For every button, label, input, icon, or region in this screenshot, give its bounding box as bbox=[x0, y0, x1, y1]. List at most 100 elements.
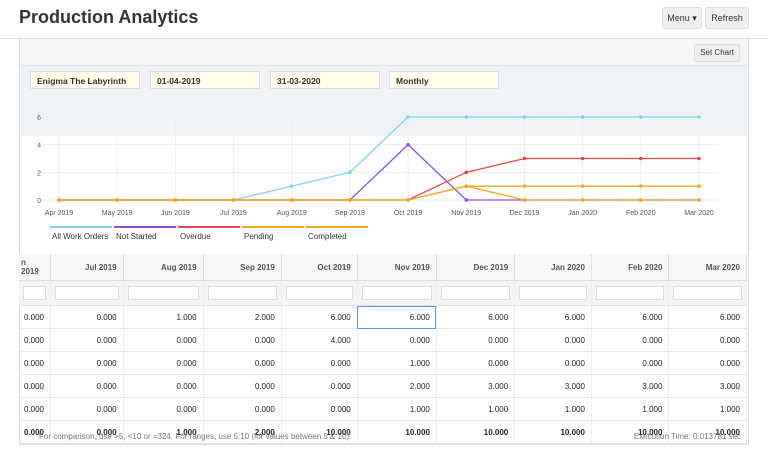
table-cell[interactable]: 1.000 bbox=[123, 420, 204, 444]
column-filter-input[interactable] bbox=[55, 286, 119, 300]
table-cell[interactable]: 2.000 bbox=[203, 305, 282, 329]
table-cell[interactable]: 0.000 bbox=[203, 397, 282, 421]
table-row: 0.000 0.000 0.000 0.000 0.000 1.000 1.000 1.000… bbox=[19, 397, 747, 421]
table-cell[interactable]: 1.000 bbox=[436, 397, 516, 421]
column-filter-input[interactable] bbox=[127, 286, 199, 300]
table-cell[interactable]: 0.000 bbox=[50, 305, 124, 329]
table-cell[interactable]: 10.000 bbox=[357, 420, 437, 444]
legend-item-pending[interactable]: Pending bbox=[244, 232, 274, 241]
table-cell[interactable]: 10.000 bbox=[436, 420, 516, 444]
range-filter[interactable]: Monthly bbox=[389, 71, 499, 89]
x-tick-label: Jul 2019 bbox=[220, 210, 247, 217]
table-cell[interactable]: 3.000 bbox=[436, 374, 516, 398]
table-cell[interactable]: 1.000 bbox=[357, 397, 437, 421]
table-cell[interactable]: 10.000 bbox=[591, 420, 670, 444]
table-cell[interactable]: 0.000 bbox=[203, 328, 282, 352]
table-cell[interactable]: 3.000 bbox=[668, 374, 747, 398]
column-filter-input[interactable] bbox=[23, 286, 46, 300]
item-filter[interactable]: Enigma The Labyrinth bbox=[30, 71, 140, 89]
x-tick-label: Jan 2020 bbox=[568, 210, 597, 217]
legend-item-all[interactable]: All Work Orders bbox=[52, 232, 109, 241]
column-filter-input[interactable] bbox=[519, 286, 587, 300]
column-filter-input[interactable] bbox=[673, 286, 742, 300]
table-cell[interactable]: 1.000 bbox=[357, 351, 437, 375]
filter-hint: For comparison, use >5, <10 or =324. For… bbox=[39, 432, 352, 441]
table-cell[interactable]: 0.000 bbox=[19, 420, 51, 444]
table-cell[interactable]: 0.000 bbox=[281, 397, 358, 421]
table-cell[interactable]: 0.000 bbox=[50, 374, 124, 398]
column-header[interactable]: Aug 2019 bbox=[123, 254, 204, 281]
table-cell[interactable]: 0.000 bbox=[123, 328, 204, 352]
set-chart-button[interactable]: Set Chart bbox=[694, 44, 740, 62]
table-cell[interactable]: 0.000 bbox=[514, 328, 592, 352]
table-cell[interactable]: 0.000 bbox=[203, 351, 282, 375]
table-cell[interactable]: 10.000 bbox=[668, 420, 747, 444]
table-cell[interactable]: 0.000 bbox=[514, 351, 592, 375]
table-cell[interactable]: 3.000 bbox=[514, 374, 592, 398]
table-cell[interactable]: 0.000 bbox=[50, 351, 124, 375]
table-cell[interactable]: 2.000 bbox=[203, 420, 282, 444]
table-cell[interactable]: 0.000 bbox=[123, 351, 204, 375]
menu-button[interactable]: Menu ▾ bbox=[662, 7, 702, 29]
table-cell[interactable]: 0.000 bbox=[123, 374, 204, 398]
table-cell[interactable]: 1.000 bbox=[514, 397, 592, 421]
table-cell[interactable]: 0.000 bbox=[50, 420, 124, 444]
column-header[interactable]: Nov 2019 bbox=[357, 254, 437, 281]
table-cell[interactable]: 6.000 bbox=[281, 305, 358, 329]
table-cell[interactable]: 10.000 bbox=[281, 420, 358, 444]
legend-item-completed[interactable]: Completed bbox=[308, 232, 347, 241]
table-cell[interactable]: 0.000 bbox=[436, 328, 516, 352]
to-date-filter[interactable]: 31-03-2020 bbox=[270, 71, 380, 89]
column-filter-input[interactable] bbox=[285, 286, 353, 300]
table-cell[interactable]: 1.000 bbox=[123, 305, 204, 329]
column-header[interactable]: Oct 2019 bbox=[281, 254, 358, 281]
legend-item-overdue[interactable]: Overdue bbox=[180, 232, 211, 241]
from-date-filter[interactable]: 01-04-2019 bbox=[150, 71, 260, 89]
table-cell[interactable]: 0.000 bbox=[123, 397, 204, 421]
data-point bbox=[464, 198, 469, 202]
table-cell[interactable]: 6.000 bbox=[514, 305, 592, 329]
y-tick-label: 4 bbox=[37, 143, 41, 150]
data-point bbox=[289, 198, 294, 202]
table-cell[interactable]: 0.000 bbox=[19, 351, 51, 375]
table-cell[interactable]: 1.000 bbox=[668, 397, 747, 421]
table-cell[interactable]: 0.000 bbox=[436, 351, 516, 375]
refresh-button[interactable]: Refresh bbox=[705, 7, 749, 29]
table-cell[interactable]: 0.000 bbox=[19, 374, 51, 398]
table-cell[interactable]: 2.000 bbox=[357, 374, 437, 398]
table-cell[interactable]: 0.000 bbox=[19, 328, 51, 352]
table-cell[interactable]: 0.000 bbox=[357, 328, 437, 352]
column-header[interactable]: Feb 2020 bbox=[591, 254, 670, 281]
table-cell[interactable]: 0.000 bbox=[591, 351, 670, 375]
column-header[interactable]: Mar 2020 bbox=[668, 254, 747, 281]
table-cell[interactable]: 0.000 bbox=[50, 397, 124, 421]
table-cell[interactable]: 10.000 bbox=[514, 420, 592, 444]
column-filter-input[interactable] bbox=[361, 286, 432, 300]
table-cell[interactable]: 0.000 bbox=[281, 351, 358, 375]
column-filter-input[interactable] bbox=[207, 286, 277, 300]
table-cell[interactable]: 0.000 bbox=[591, 328, 670, 352]
filter-bar: Enigma The Labyrinth 01-04-2019 31-03-20… bbox=[20, 66, 748, 136]
table-cell[interactable]: 4.000 bbox=[281, 328, 358, 352]
table-cell[interactable]: 1.000 bbox=[591, 397, 670, 421]
column-header[interactable]: n 2019 bbox=[19, 254, 51, 281]
table-cell[interactable]: 3.000 bbox=[591, 374, 670, 398]
table-cell[interactable]: 6.000 bbox=[436, 305, 516, 329]
table-cell[interactable]: 0.000 bbox=[668, 351, 747, 375]
table-cell[interactable]: 6.000 bbox=[591, 305, 670, 329]
column-header[interactable]: Sep 2019 bbox=[203, 254, 282, 281]
table-cell[interactable]: 0.000 bbox=[668, 328, 747, 352]
table-cell[interactable]: 6.000 bbox=[668, 305, 747, 329]
table-cell[interactable]: 0.000 bbox=[50, 328, 124, 352]
column-header[interactable]: Jan 2020 bbox=[514, 254, 592, 281]
table-cell[interactable]: 0.000 bbox=[19, 305, 51, 329]
column-header[interactable]: Dec 2019 bbox=[436, 254, 516, 281]
legend-item-not-started[interactable]: Not Started bbox=[116, 232, 157, 241]
table-cell[interactable]: 0.000 bbox=[203, 374, 282, 398]
table-cell[interactable]: 6.000 bbox=[357, 305, 437, 329]
table-cell[interactable]: 0.000 bbox=[281, 374, 358, 398]
column-filter-input[interactable] bbox=[595, 286, 665, 300]
column-header[interactable]: Jul 2019 bbox=[50, 254, 124, 281]
column-filter-input[interactable] bbox=[440, 286, 511, 300]
table-cell[interactable]: 0.000 bbox=[19, 397, 51, 421]
